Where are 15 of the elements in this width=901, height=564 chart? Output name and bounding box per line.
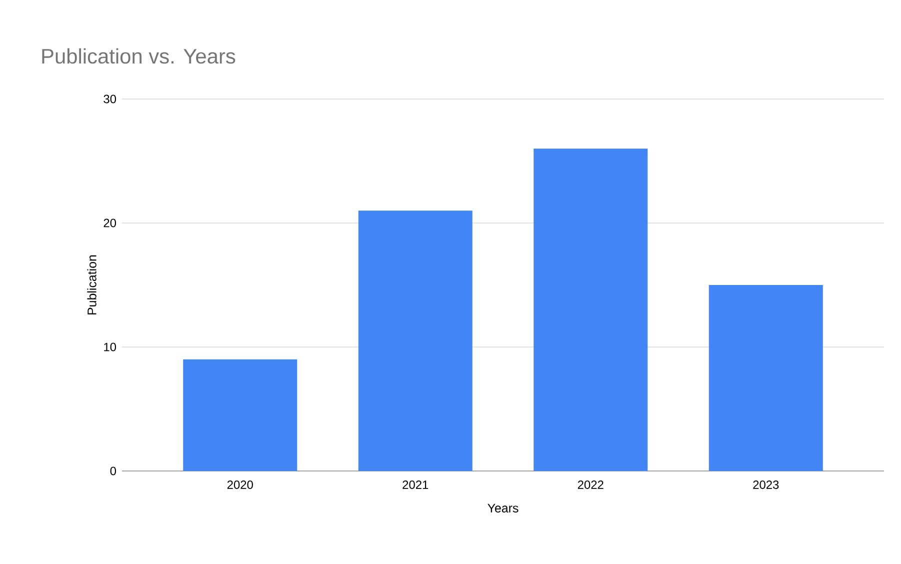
y-tick-label: 10 <box>104 342 116 352</box>
chart-title: Publication vs. Years <box>42 48 236 64</box>
x-tick-label: 2022 <box>578 480 604 489</box>
bar <box>358 210 472 471</box>
bar <box>534 148 648 471</box>
bar <box>183 359 298 471</box>
bar <box>708 284 823 471</box>
y-axis-title: Publication <box>87 255 96 314</box>
x-axis-title: Years <box>488 504 518 513</box>
y-tick-label: 30 <box>104 94 116 104</box>
x-tick-label: 2020 <box>227 480 253 489</box>
y-tick-label: 0 <box>110 466 116 476</box>
x-tick-label: 2021 <box>402 480 428 489</box>
y-tick-label: 20 <box>104 218 116 228</box>
x-tick-label: 2023 <box>753 480 779 489</box>
